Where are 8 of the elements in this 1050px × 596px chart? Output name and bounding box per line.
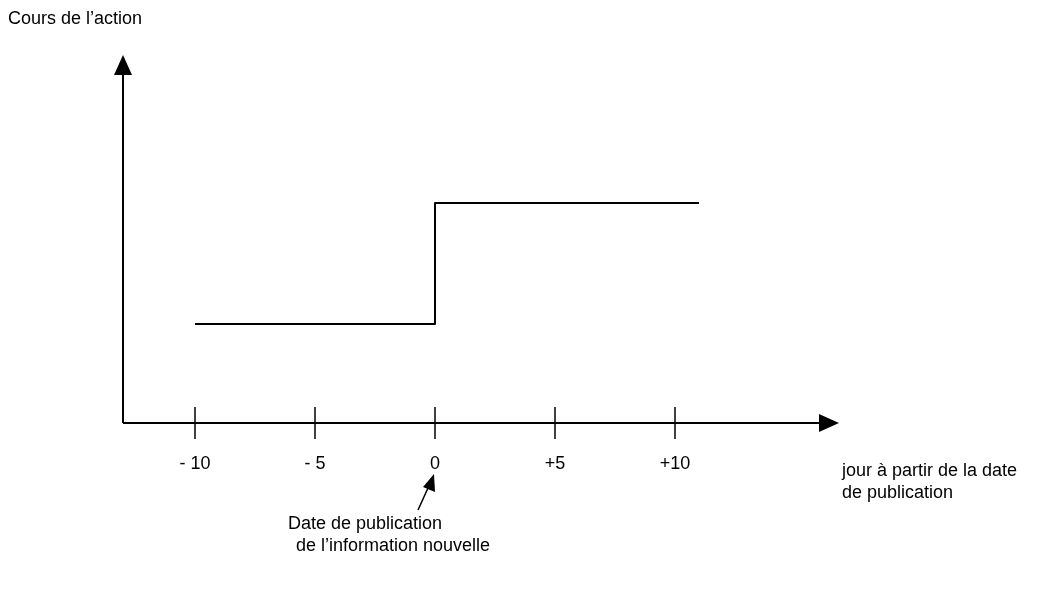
x-tick-label: +10 <box>659 453 691 473</box>
x-tick-label: - 10 <box>179 453 211 473</box>
x-tick-label: +5 <box>544 453 566 473</box>
text: Cours de l’action <box>8 8 143 28</box>
x-tick-label: 0 <box>429 453 441 473</box>
x-axis-title: jour à partir de la date de publication <box>841 460 1018 502</box>
text: Date de publication de l’information nouvelle <box>288 513 491 555</box>
x-tick-label: - 5 <box>304 453 326 473</box>
